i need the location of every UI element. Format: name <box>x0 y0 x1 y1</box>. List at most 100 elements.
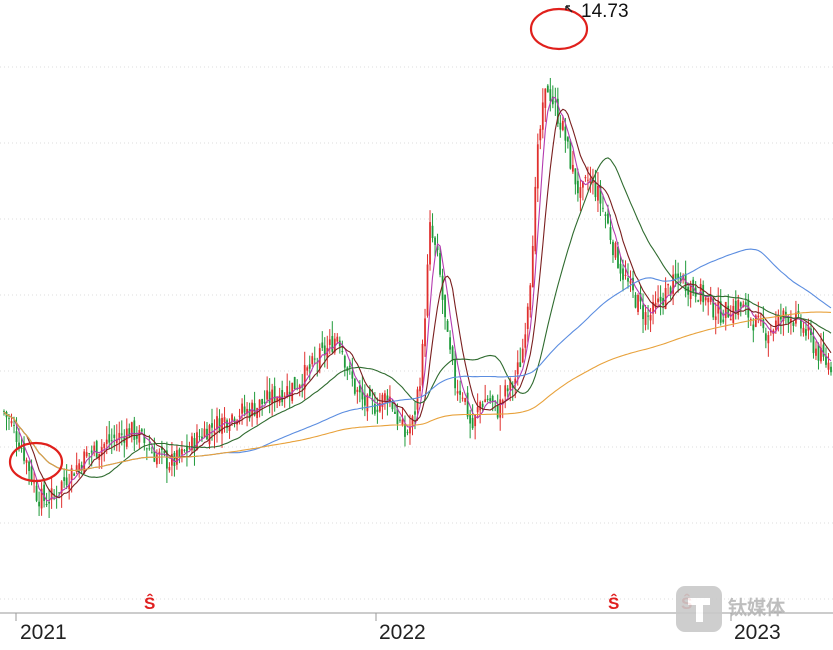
candle-body <box>288 391 291 396</box>
candle-body <box>677 273 680 278</box>
candle-body <box>539 128 542 141</box>
candle-body <box>191 436 193 451</box>
candle-body <box>206 428 208 440</box>
candle-body <box>501 400 504 405</box>
candle-body <box>587 179 589 181</box>
candle-body <box>63 477 66 481</box>
candle-body <box>554 101 557 103</box>
candle-body <box>218 418 221 433</box>
candle-body <box>13 425 15 426</box>
candle-body <box>165 450 168 469</box>
candle-body <box>303 364 306 390</box>
candle-body <box>712 298 715 318</box>
candle-body <box>211 423 213 428</box>
candle-body <box>446 320 449 332</box>
candle-body <box>389 396 391 402</box>
candle-body <box>404 424 406 437</box>
candle-body <box>514 378 517 385</box>
candle-body <box>627 278 629 282</box>
candle-body <box>78 463 81 471</box>
x-tick-label-2022: 2022 <box>379 621 426 644</box>
candle-body <box>774 320 777 331</box>
candle-body <box>604 214 607 216</box>
candle-body <box>807 326 810 331</box>
candle-body <box>343 356 346 368</box>
candle-body <box>739 302 742 307</box>
candle-body <box>820 347 822 362</box>
candle-body <box>634 294 637 308</box>
candle-body <box>619 263 622 274</box>
candle-body <box>138 430 141 443</box>
candle-body <box>110 440 113 442</box>
candle-body <box>534 186 537 252</box>
candle-body <box>248 408 251 419</box>
candle-body <box>261 399 264 405</box>
candle-body <box>353 378 356 394</box>
candle-body <box>474 414 477 427</box>
high-point-circle <box>529 7 589 51</box>
candle-body <box>65 477 68 486</box>
candle-body <box>150 452 153 454</box>
candle-body <box>439 252 441 275</box>
candle-body <box>153 450 156 462</box>
candle-body <box>115 438 118 443</box>
candle-body <box>266 390 269 400</box>
candle-body <box>732 305 735 323</box>
candle-body <box>163 450 166 454</box>
candle-body <box>216 416 218 429</box>
candle-body <box>516 362 519 375</box>
candle-body <box>406 431 409 433</box>
candle-body <box>113 434 116 438</box>
candle-body <box>188 448 191 450</box>
candle-body <box>233 418 236 423</box>
candle-body <box>582 181 584 188</box>
candle-body <box>496 404 499 418</box>
candle-body <box>328 339 331 346</box>
candle-body <box>566 137 569 142</box>
candle-body <box>198 436 201 438</box>
candle-body <box>541 102 544 130</box>
candle-body <box>183 450 186 452</box>
candle-body <box>529 285 532 310</box>
candle-body <box>559 122 562 130</box>
candle-body <box>612 241 614 256</box>
candle-body <box>546 85 549 93</box>
candle-body <box>313 358 316 360</box>
candle-body <box>687 287 690 295</box>
candle-body <box>624 274 627 276</box>
candle-body <box>133 420 136 440</box>
candle-body <box>704 297 707 301</box>
grid-lines <box>0 66 833 600</box>
signal-marker-2: Ŝ <box>608 594 619 613</box>
candle-body <box>812 335 815 354</box>
candle-body <box>449 337 451 350</box>
low-point-circle <box>8 441 64 483</box>
candle-body <box>143 434 146 443</box>
candle-body <box>386 395 389 403</box>
candle-body <box>822 344 825 357</box>
candle-body <box>491 395 494 402</box>
candle-body <box>602 207 604 209</box>
candle-body <box>544 88 547 108</box>
candle-body <box>571 164 574 172</box>
candle-body <box>479 402 482 411</box>
candle-body <box>714 316 717 320</box>
candle-body <box>373 404 376 414</box>
candle-body <box>592 180 594 183</box>
candle-body <box>486 398 489 401</box>
candle-body <box>757 315 760 318</box>
candle-body <box>399 419 401 421</box>
candle-body <box>659 296 662 302</box>
candle-body <box>118 432 121 441</box>
candle-body <box>707 297 710 303</box>
candle-body <box>241 403 243 414</box>
candle-body <box>469 413 472 424</box>
candle-body <box>181 448 183 455</box>
candle-body <box>454 358 456 389</box>
candle-body <box>366 394 369 412</box>
candle-body <box>421 343 424 386</box>
candle-body <box>709 295 712 302</box>
candle-body <box>629 280 632 284</box>
candle-body <box>90 450 93 453</box>
peak-price-label: 14.73 <box>581 1 629 22</box>
